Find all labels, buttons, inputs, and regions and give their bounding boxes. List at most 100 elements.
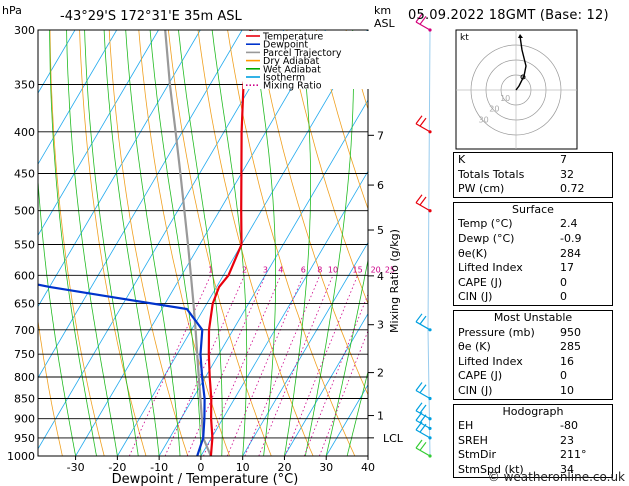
mixing-ratio-label: 20 bbox=[371, 265, 381, 274]
mixing-ratio-labels: 1 2 3 4 6 8 10 15 20 25 bbox=[208, 265, 395, 274]
hodograph-stats-row: EH -80 bbox=[454, 419, 612, 434]
hodograph-stats-row: StmDir 211° bbox=[454, 448, 612, 463]
table-key: θe (K) bbox=[458, 340, 491, 354]
pressure-tick-label: 700 bbox=[14, 324, 35, 337]
surface-row: Temp (°C) 2.4 bbox=[454, 217, 612, 232]
table-value: 0 bbox=[560, 275, 567, 289]
wind-barb-dot bbox=[428, 417, 432, 421]
lcl-label: LCL bbox=[383, 432, 404, 445]
mixing-ratio-line bbox=[164, 275, 245, 456]
table-key: SREH bbox=[458, 433, 488, 447]
table-key: Temp (°C) bbox=[458, 217, 513, 231]
most-unstable-title: Most Unstable bbox=[493, 310, 573, 324]
wind-barb-flag bbox=[419, 384, 427, 394]
legend-label: Parcel Trajectory bbox=[263, 48, 342, 59]
table-key: Dewp (°C) bbox=[458, 231, 515, 245]
legend-label: Mixing Ratio bbox=[263, 81, 322, 92]
wind-barb-flag bbox=[415, 115, 423, 125]
wind-barb bbox=[415, 421, 432, 440]
wind-barb bbox=[415, 194, 432, 213]
wind-barb bbox=[415, 115, 432, 134]
table-value: 17 bbox=[560, 261, 574, 275]
wind-barb-dot bbox=[428, 436, 432, 440]
isotherm-line bbox=[200, 170, 368, 456]
storm-motion-marker bbox=[520, 74, 526, 80]
indices-tables: K 7 Totals Totals 32 PW (cm) 0.72 Surface Temp… bbox=[453, 152, 613, 479]
pressure-tick-label: 600 bbox=[14, 269, 35, 282]
table-key: PW (cm) bbox=[458, 182, 505, 196]
km-tick-label: 6 bbox=[377, 179, 384, 192]
hodograph-trace bbox=[515, 35, 527, 91]
legend-label: Isotherm bbox=[263, 73, 305, 84]
pressure-tick-label: 950 bbox=[14, 432, 35, 445]
wind-barb-flag bbox=[419, 196, 427, 206]
wind-barb-dot bbox=[428, 328, 432, 332]
table-key: K bbox=[458, 153, 466, 166]
surface-row: CAPE (J) 0 bbox=[454, 276, 612, 291]
table-key: Pressure (mb) bbox=[458, 325, 535, 339]
dry-adiabat-line bbox=[197, 30, 314, 456]
table-value: 284 bbox=[560, 246, 581, 260]
dry-adiabat-line bbox=[286, 30, 368, 305]
most-unstable-row: θe (K) 285 bbox=[454, 340, 612, 355]
dewpoint-line bbox=[38, 283, 206, 456]
table-value: 0 bbox=[560, 290, 567, 304]
table-value: 211° bbox=[560, 448, 587, 462]
wind-barb-flag bbox=[415, 13, 423, 23]
wind-barb-flag bbox=[415, 421, 423, 431]
surface-row: CIN (J) 0 bbox=[454, 290, 612, 305]
mixing-ratio-label: 2 bbox=[242, 265, 247, 274]
wind-barb-dot bbox=[428, 130, 432, 134]
temperature-tick-label: 20 bbox=[278, 461, 292, 474]
table-key: StmDir bbox=[458, 448, 497, 462]
isotherm-line bbox=[75, 30, 326, 456]
wind-barb-flag bbox=[419, 441, 427, 451]
table-key: EH bbox=[458, 419, 474, 433]
km-tick-label: 7 bbox=[377, 129, 384, 142]
pressure-tick-label: 400 bbox=[14, 126, 35, 139]
table-value: 34 bbox=[560, 462, 574, 476]
table-key: StmSpd (kt) bbox=[458, 462, 524, 476]
table-value: 7 bbox=[560, 153, 567, 166]
isotherm-line bbox=[38, 30, 201, 308]
wet-adiabat-line bbox=[252, 30, 276, 456]
table-value: 32 bbox=[560, 167, 574, 181]
temperature-tick-label: 0 bbox=[197, 461, 204, 474]
temperature-line bbox=[207, 30, 252, 456]
mixing-ratio-line bbox=[303, 293, 368, 456]
wind-barb bbox=[415, 13, 432, 32]
wind-barb bbox=[415, 402, 432, 421]
isotherm-line bbox=[38, 30, 159, 237]
wind-barb-flag bbox=[415, 194, 423, 204]
table-key: Lifted Index bbox=[458, 261, 523, 275]
mixing-ratio-label: 6 bbox=[301, 265, 306, 274]
wind-barb-shaft bbox=[415, 123, 431, 133]
wind-barb-flag bbox=[419, 423, 427, 433]
dry-adiabat-line bbox=[138, 30, 230, 456]
pressure-tick-label: 900 bbox=[14, 413, 35, 426]
wind-barb-dot bbox=[428, 454, 432, 458]
table-value: -0.9 bbox=[560, 231, 582, 245]
wind-barb-shaft bbox=[415, 447, 431, 457]
wet-adiabats bbox=[38, 30, 368, 456]
table-key: CIN (J) bbox=[458, 383, 493, 397]
mixing-ratio-label: 10 bbox=[328, 265, 338, 274]
most-unstable-row: Pressure (mb) 950 bbox=[454, 326, 612, 341]
table-value: -80 bbox=[560, 419, 578, 433]
hodograph-unit-label: kt bbox=[460, 33, 469, 43]
wind-barb-flag bbox=[419, 15, 427, 25]
mixing-ratio-line bbox=[186, 275, 266, 456]
wind-profile-line bbox=[427, 29, 431, 457]
hodograph-ring-label: 10 bbox=[500, 94, 510, 103]
temperature-ticks: -30 -20 -10 0 10 20 30 40 bbox=[67, 456, 375, 474]
temperature-tick-label: -10 bbox=[150, 461, 168, 474]
mixing-ratio-lines bbox=[129, 275, 368, 456]
mixing-ratio-label: 15 bbox=[353, 265, 363, 274]
mixing-ratio-label: 4 bbox=[278, 265, 283, 274]
wind-barb bbox=[415, 412, 432, 431]
dry-adiabat-line bbox=[49, 30, 105, 456]
most-unstable-row: CAPE (J) 0 bbox=[454, 369, 612, 384]
wind-barb-shaft bbox=[415, 21, 431, 31]
